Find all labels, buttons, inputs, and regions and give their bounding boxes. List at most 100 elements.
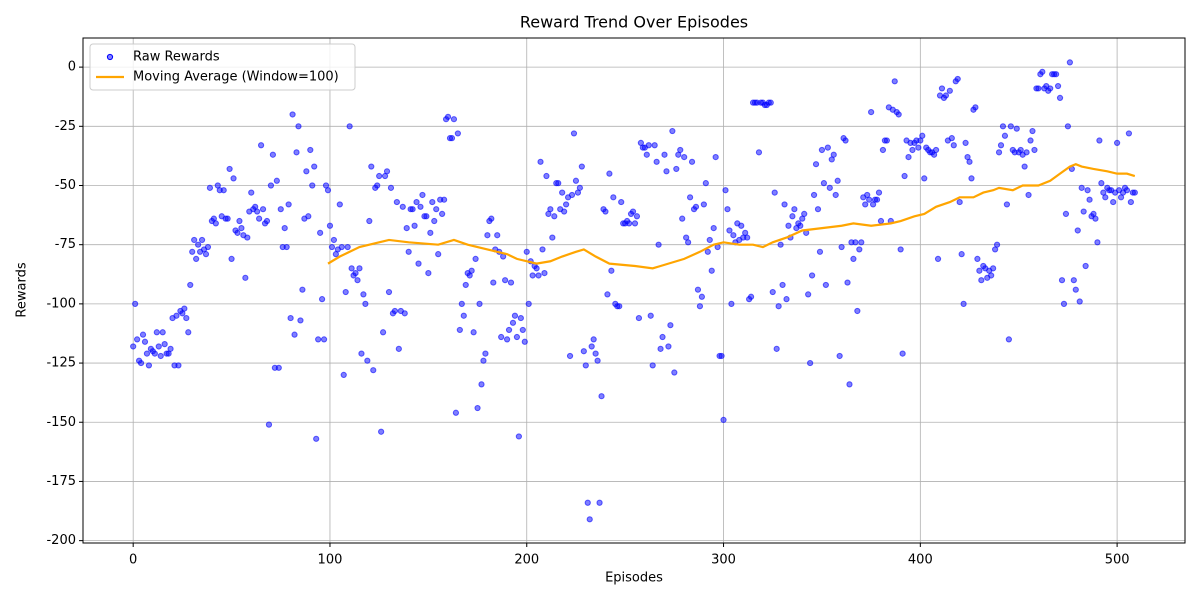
y-tick-label: -175 (46, 474, 76, 489)
scatter-point (480, 357, 487, 364)
scatter-point (1066, 59, 1073, 66)
scatter-point (978, 277, 985, 284)
scatter-point (582, 362, 589, 369)
scatter-point (509, 319, 517, 326)
scatter-point (948, 135, 955, 142)
scatter-point (191, 236, 198, 244)
scatter-point (572, 177, 580, 184)
scatter-point (665, 343, 672, 350)
scatter-point (137, 359, 145, 367)
scatter-point (444, 113, 452, 120)
scatter-point (807, 359, 814, 367)
scatter-point (1127, 198, 1134, 206)
scatter-point (879, 146, 887, 154)
scatter-point (285, 201, 292, 208)
scatter-point (1064, 123, 1072, 130)
scatter-point (391, 307, 399, 315)
scatter-point (488, 215, 495, 222)
scatter-point (631, 220, 639, 227)
scatter-point (155, 343, 162, 350)
scatter-point (143, 350, 151, 357)
scatter-point (385, 288, 393, 296)
scatter-point (594, 357, 601, 364)
scatter-point (1102, 194, 1109, 201)
scatter-point (625, 220, 633, 227)
scatter-point (309, 182, 316, 189)
scatter-point (159, 329, 166, 336)
x-tick-label: 400 (908, 553, 933, 568)
scatter-point (962, 139, 969, 146)
scatter-point (454, 130, 461, 137)
scatter-point (383, 168, 391, 175)
scatter-point (395, 345, 402, 352)
scatter-point (151, 350, 158, 357)
scatter-point (405, 248, 412, 255)
y-tick-label: -100 (46, 296, 76, 311)
scatter-point (797, 222, 804, 229)
scatter-point (651, 142, 658, 149)
scatter-point (655, 241, 662, 248)
scatter-point (708, 267, 715, 274)
y-tick-label: -75 (55, 237, 76, 252)
scatter-point (588, 343, 595, 350)
scatter-point (824, 144, 831, 151)
scatter-point (173, 312, 180, 319)
scatter-point (295, 123, 302, 130)
scatter-point (185, 329, 192, 336)
scatter-point (1029, 127, 1036, 135)
scatter-point (230, 175, 237, 182)
scatter-point (610, 194, 617, 201)
scatter-point (505, 326, 513, 334)
scatter-point (1060, 300, 1068, 307)
scatter-point (1023, 149, 1030, 156)
scatter-point (647, 312, 654, 319)
scatter-point (189, 248, 196, 255)
scatter-point (686, 194, 694, 201)
scatter-point (256, 215, 263, 222)
scatter-point (242, 274, 249, 281)
scatter-point (299, 286, 306, 293)
scatter-point (999, 123, 1007, 130)
scatter-point (399, 203, 406, 210)
scatter-point (875, 189, 883, 196)
scatter-point (720, 416, 727, 423)
scatter-point (598, 393, 605, 400)
scatter-point (507, 279, 515, 286)
scatter-point (523, 248, 530, 255)
scatter-point (409, 206, 416, 213)
scatter-point (439, 210, 446, 218)
scatter-point (724, 206, 731, 213)
scatter-point (1076, 298, 1083, 305)
scatter-point (482, 350, 489, 357)
plot-frame (82, 37, 1186, 544)
scatter-point (677, 146, 684, 154)
scatter-point (458, 300, 465, 307)
scatter-point (340, 371, 347, 379)
scatter-point (673, 165, 680, 173)
scatter-point (702, 180, 709, 187)
scatter-point (257, 142, 265, 149)
scatter-point (728, 300, 735, 307)
scatter-point (801, 210, 808, 218)
scatter-point (248, 189, 255, 196)
scatter-point (838, 243, 845, 251)
scatter-point (938, 85, 946, 92)
scatter-point (990, 265, 997, 272)
chart-title: Reward Trend Over Episodes (520, 13, 748, 32)
scatter-point (521, 338, 528, 345)
scatter-point (346, 123, 353, 130)
scatter-point (360, 291, 367, 298)
scatter-point (1053, 71, 1060, 78)
scatter-point (519, 326, 526, 334)
scatter-point (1031, 146, 1038, 154)
scatter-point (324, 187, 332, 194)
scatter-point (586, 516, 593, 523)
scatter-point (141, 338, 149, 345)
scatter-point (452, 409, 460, 416)
scatter-point (273, 177, 280, 184)
scatter-point (511, 312, 519, 319)
scatter-point (287, 314, 294, 322)
scatter-point (413, 198, 420, 206)
scatter-point (328, 243, 336, 251)
